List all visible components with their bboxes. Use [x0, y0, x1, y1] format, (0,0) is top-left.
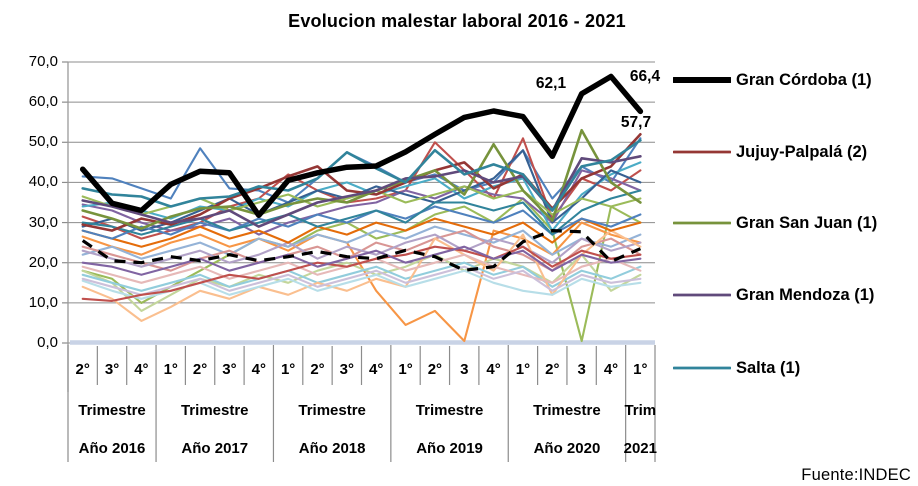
legend-label: Salta (1): [736, 359, 801, 377]
legend-line-swatch: [673, 77, 731, 83]
legend-label: Gran San Juan (1): [736, 214, 878, 232]
y-axis-tick-label: 50,0: [28, 133, 58, 151]
source-note: Fuente:INDEC: [801, 466, 911, 484]
legend-item-gran-c-rdoba-1: Gran Córdoba (1): [673, 68, 913, 92]
chart-title-text: Evolucion malestar laboral 2016 - 2021: [288, 11, 626, 31]
x-axis-trimestre-label: Trimestre: [78, 402, 146, 419]
x-axis-trimestre-label: Trimestre: [298, 402, 366, 419]
x-axis-year-label: Año 2018: [298, 440, 366, 457]
y-axis-tick-label: 70,0: [28, 53, 58, 70]
background-line-21: [81, 245, 642, 276]
x-axis-quarter-label: 3°: [339, 361, 355, 378]
legend-line-swatch: [673, 366, 731, 370]
y-axis-tick-label: 0,0: [37, 334, 58, 351]
x-axis-quarter-label: 1°: [633, 361, 648, 378]
data-label: 62,1: [535, 75, 567, 92]
y-axis-tick-label: 60,0: [28, 93, 58, 111]
legend-label: Gran Mendoza (1): [736, 286, 875, 304]
y-axis-tick-label: 10,0: [28, 293, 58, 311]
data-label: 66,4: [629, 68, 661, 85]
y-axis-tick-label: 20,0: [28, 253, 58, 271]
x-axis-year-label: Año 2017: [181, 440, 249, 457]
x-axis-quarter-label: 3°: [222, 361, 237, 378]
x-axis-quarter-label: 3°: [104, 361, 120, 378]
series-line-gran-c-rdoba-1: [79, 73, 644, 219]
x-axis-trimestre-label: Trimestre: [180, 402, 249, 419]
y-axis-tick-label: 40,0: [28, 173, 58, 191]
background-line-2: [81, 197, 642, 343]
background-line-6: [81, 225, 642, 260]
legend-label: Jujuy-Palpalá (2): [736, 143, 868, 161]
background-line-18: [81, 245, 642, 302]
data-label: 57,7: [620, 114, 652, 131]
dashed-average-line: [81, 229, 642, 272]
legend-item-gran-san-juan-1: Gran San Juan (1): [673, 211, 913, 235]
x-axis-quarter-label: 4°: [486, 361, 501, 378]
series-line-gran-san-juan-1: [81, 128, 642, 230]
series-line-salta-1: [81, 139, 642, 212]
x-axis-quarter-label: 3: [577, 361, 586, 378]
background-line-20: [81, 189, 642, 236]
background-line-13: [81, 217, 642, 248]
x-axis-year-label: Año 2016: [78, 440, 146, 457]
legend-item-jujuy-palpal-2: Jujuy-Palpalá (2): [673, 140, 913, 164]
x-axis-quarter-label: 4°: [603, 361, 619, 378]
x-axis-quarter-label: 1°: [280, 361, 296, 378]
background-line-8: [81, 253, 642, 312]
x-axis-trimestre-label: Trim: [624, 402, 657, 419]
legend-line-swatch: [673, 150, 731, 154]
y-axis-tick-label: 30,0: [28, 213, 58, 231]
x-axis-trimestre-label: Trimestre: [533, 402, 601, 419]
x-axis-quarter-label: 2°: [192, 361, 208, 378]
x-axis-quarter-label: 4°: [369, 361, 384, 378]
legend-line-swatch: [673, 293, 731, 297]
x-axis-quarter-label: 2°: [75, 361, 90, 378]
x-axis-quarter-label: 2°: [545, 361, 560, 378]
legend-line-swatch: [673, 221, 731, 225]
x-axis-year-label: 2021: [623, 440, 657, 457]
chart-title: Evolucion malestar laboral 2016 - 2021: [0, 11, 918, 32]
x-axis-quarter-label: 2°: [310, 361, 325, 378]
background-line-3: [81, 169, 642, 236]
x-axis-year-label: Año 2019: [416, 440, 483, 457]
legend-item-gran-mendoza-1: Gran Mendoza (1): [673, 283, 913, 307]
x-axis-quarter-label: 1°: [515, 361, 531, 378]
background-line-16: [81, 265, 642, 296]
x-axis-trimestre-label: Trimestre: [415, 402, 484, 419]
x-axis-quarter-label: 1°: [163, 361, 178, 378]
x-axis-quarter-label: 3: [460, 361, 469, 378]
legend-item-salta-1: Salta (1): [673, 356, 913, 380]
x-axis-year-label: Año 2020: [533, 440, 601, 457]
legend-label: Gran Córdoba (1): [736, 71, 872, 89]
background-line-11: [81, 229, 642, 322]
x-axis-quarter-label: 2°: [427, 361, 443, 378]
x-axis-quarter-label: 1°: [398, 361, 413, 378]
x-axis-quarter-label: 4°: [251, 361, 266, 378]
x-axis-quarter-label: 4°: [134, 361, 149, 378]
